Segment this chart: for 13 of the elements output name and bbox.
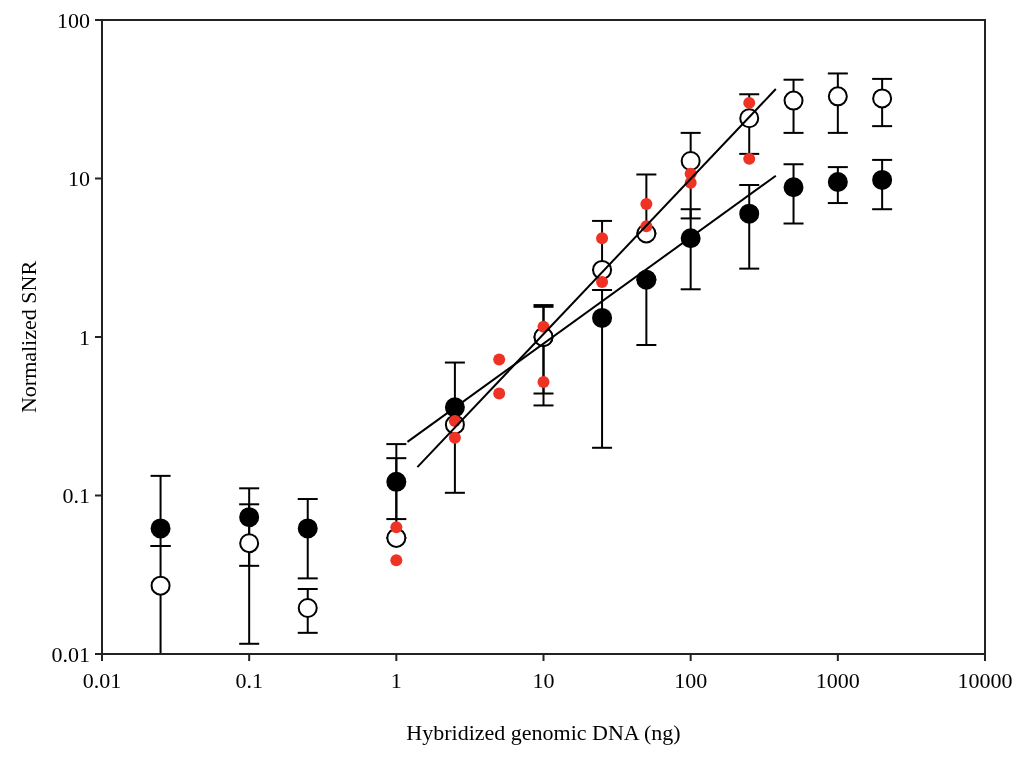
y-tick-label: 0.01	[51, 641, 90, 667]
x-axis-title: Hybridized genomic DNA (ng)	[406, 720, 681, 745]
x-tick-label: 10	[532, 668, 555, 693]
x-tick-label: 0.1	[235, 668, 263, 693]
y-tick-label: 0.1	[62, 483, 90, 509]
x-tick-label: 1	[390, 668, 402, 693]
y-tick-label: 10	[68, 166, 90, 192]
y-axis-title: Normalized SNR	[16, 260, 41, 414]
x-tick-label: 10000	[957, 668, 1013, 693]
x-tick-label: 100	[674, 668, 708, 693]
x-tick-label: 1000	[815, 668, 860, 693]
y-tick-label: 1	[79, 324, 90, 350]
y-tick-label: 100	[57, 7, 90, 33]
